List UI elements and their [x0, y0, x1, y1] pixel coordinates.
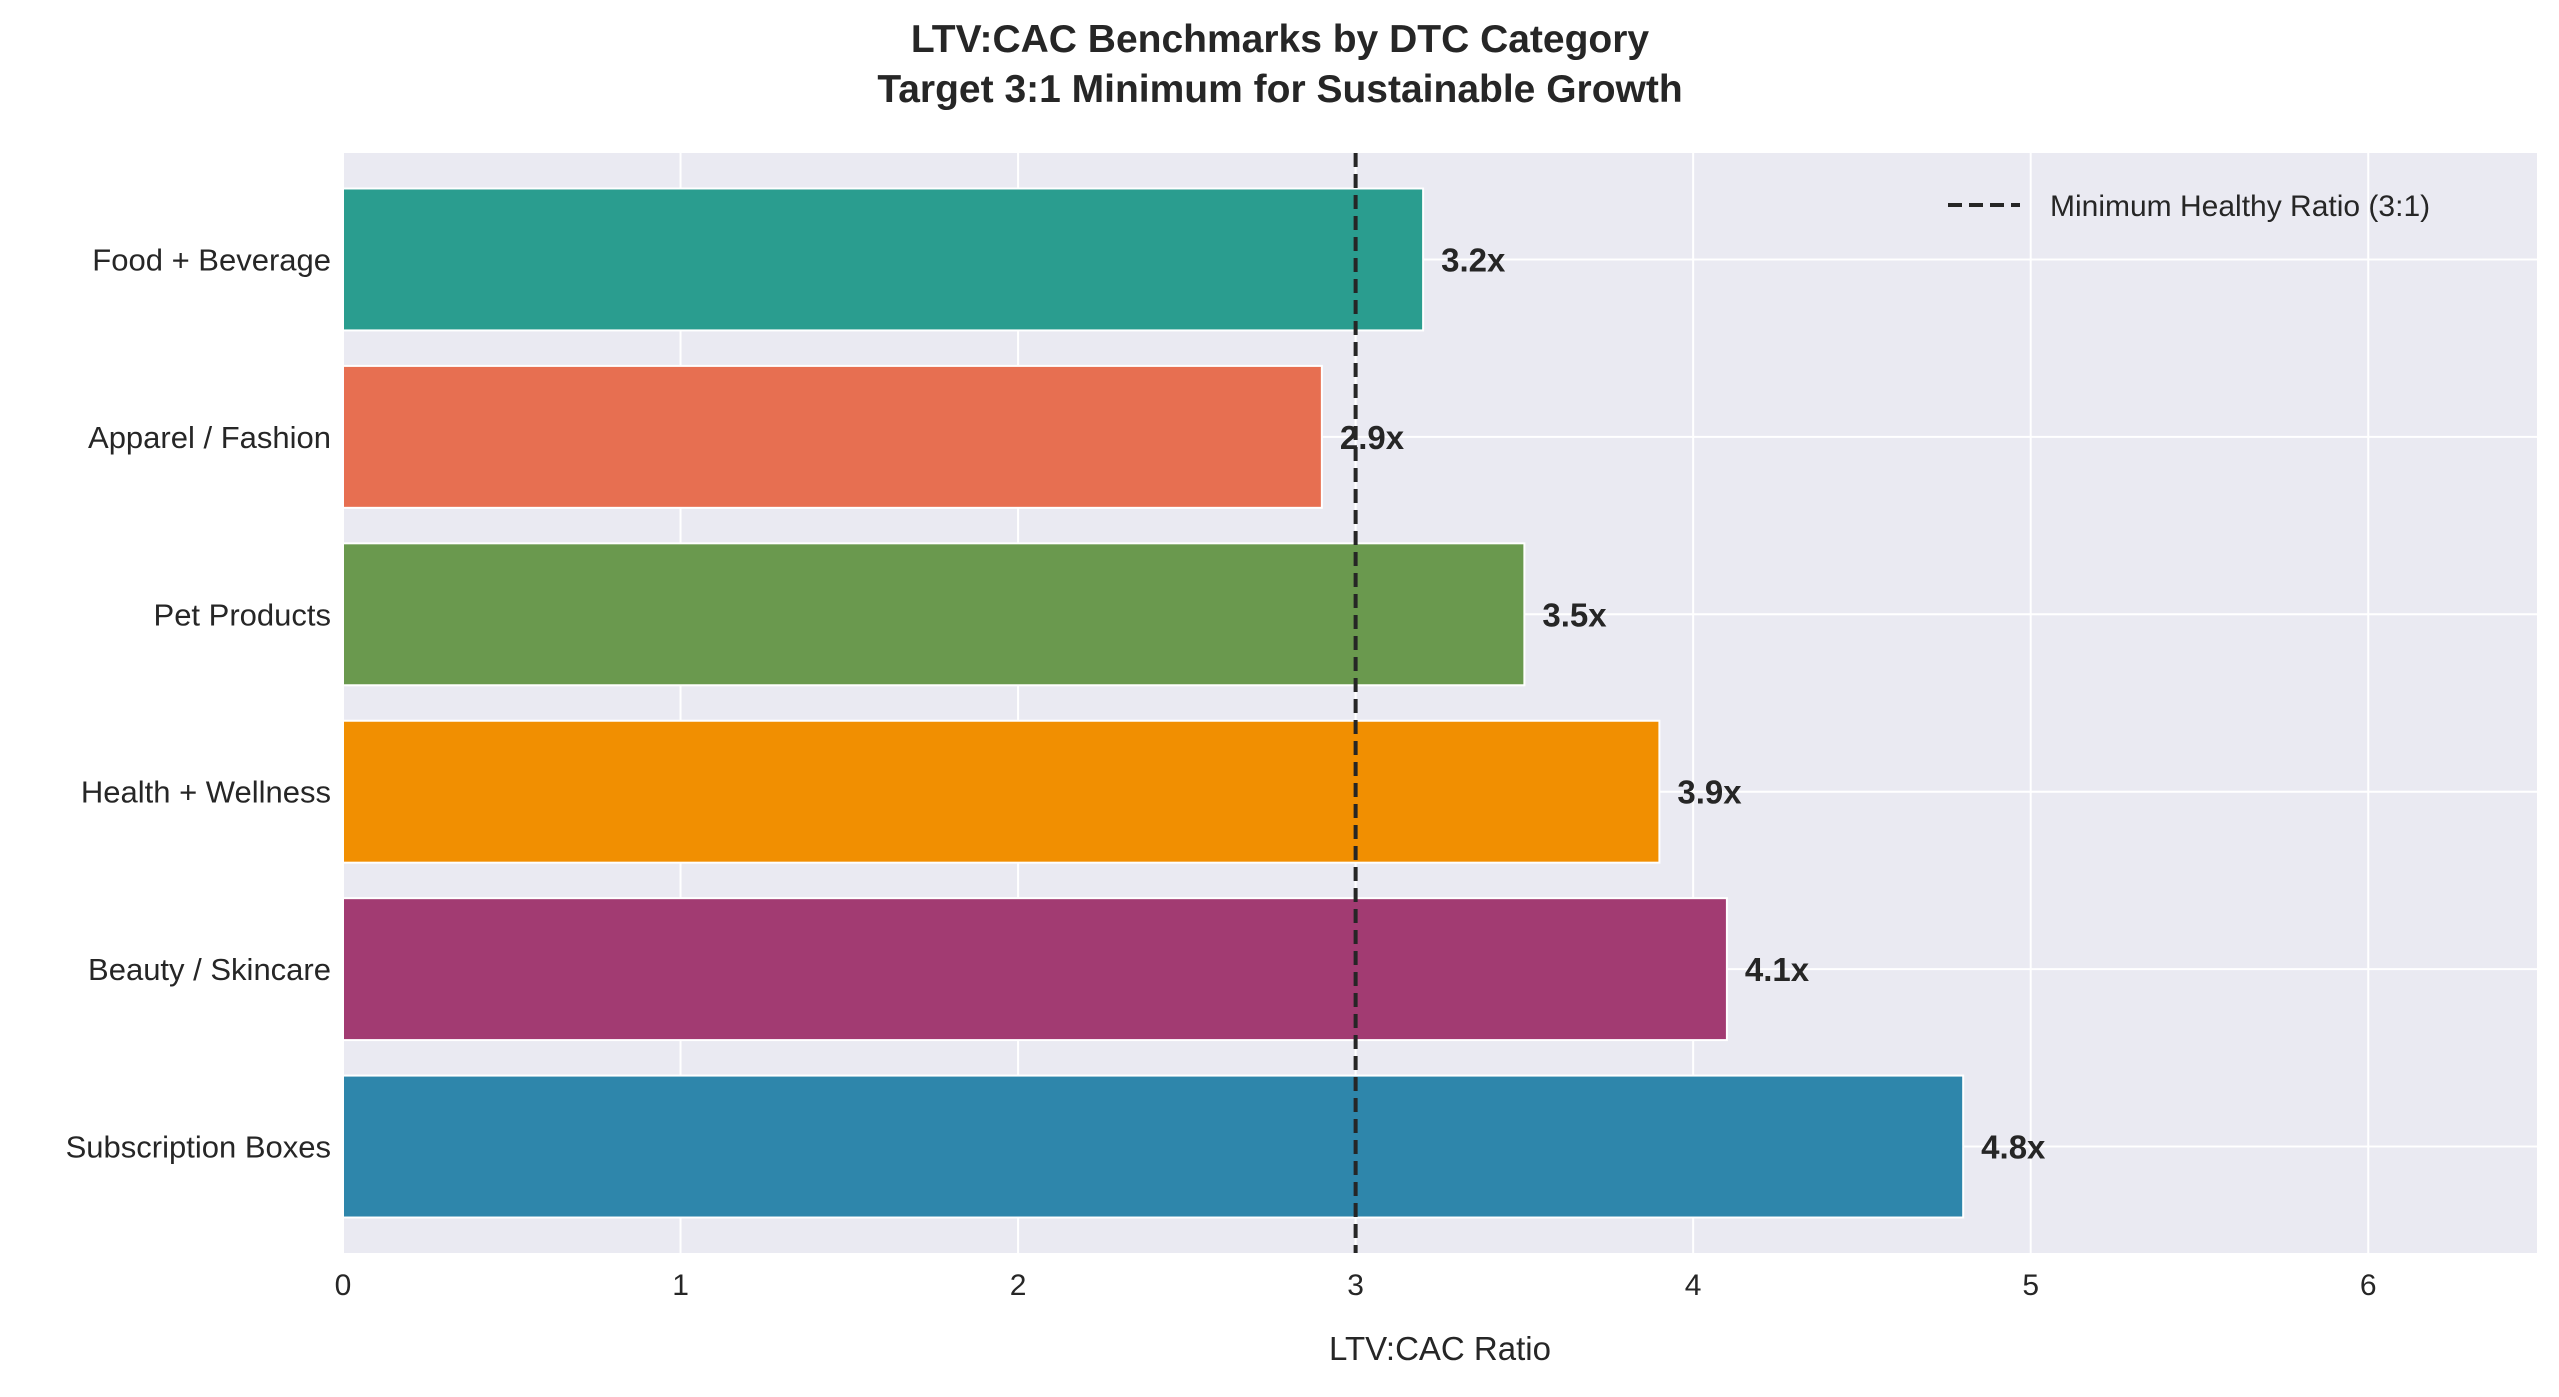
bar — [342, 897, 1728, 1042]
x-tick-label: 4 — [1685, 1269, 1702, 1302]
bar — [342, 364, 1323, 509]
legend: Minimum Healthy Ratio (3:1) — [1948, 190, 2430, 223]
plot-area — [343, 153, 2537, 1253]
data-label: 4.8x — [1981, 1129, 2046, 1166]
y-tick-label: Pet Products — [154, 597, 331, 632]
y-tick-label: Apparel / Fashion — [88, 420, 331, 455]
data-label: 3.9x — [1677, 774, 1742, 811]
chart-title: LTV:CAC Benchmarks by DTC Category — [911, 18, 1650, 61]
data-label: 3.5x — [1542, 596, 1607, 633]
legend-label: Minimum Healthy Ratio (3:1) — [2050, 190, 2430, 223]
data-label: 4.1x — [1745, 951, 1810, 988]
y-tick-label: Beauty / Skincare — [88, 952, 331, 987]
x-tick-label: 5 — [2022, 1269, 2039, 1302]
bar — [342, 187, 1425, 332]
bar — [342, 719, 1661, 864]
bar — [342, 1074, 1965, 1219]
x-tick-label: 6 — [2360, 1269, 2377, 1302]
data-label: 2.9x — [1340, 419, 1405, 456]
x-tick-label: 2 — [1010, 1269, 1027, 1302]
bar — [342, 542, 1526, 687]
y-tick-label: Health + Wellness — [81, 775, 331, 810]
y-tick-label: Subscription Boxes — [66, 1130, 331, 1165]
x-axis-label: LTV:CAC Ratio — [1329, 1330, 1551, 1367]
x-tick-label: 0 — [335, 1269, 352, 1302]
x-tick-label: 1 — [672, 1269, 689, 1302]
chart-subtitle: Target 3:1 Minimum for Sustainable Growt… — [877, 68, 1682, 111]
y-tick-label: Food + Beverage — [92, 242, 331, 277]
data-label: 3.2x — [1441, 241, 1506, 278]
x-tick-label: 3 — [1347, 1269, 1364, 1302]
